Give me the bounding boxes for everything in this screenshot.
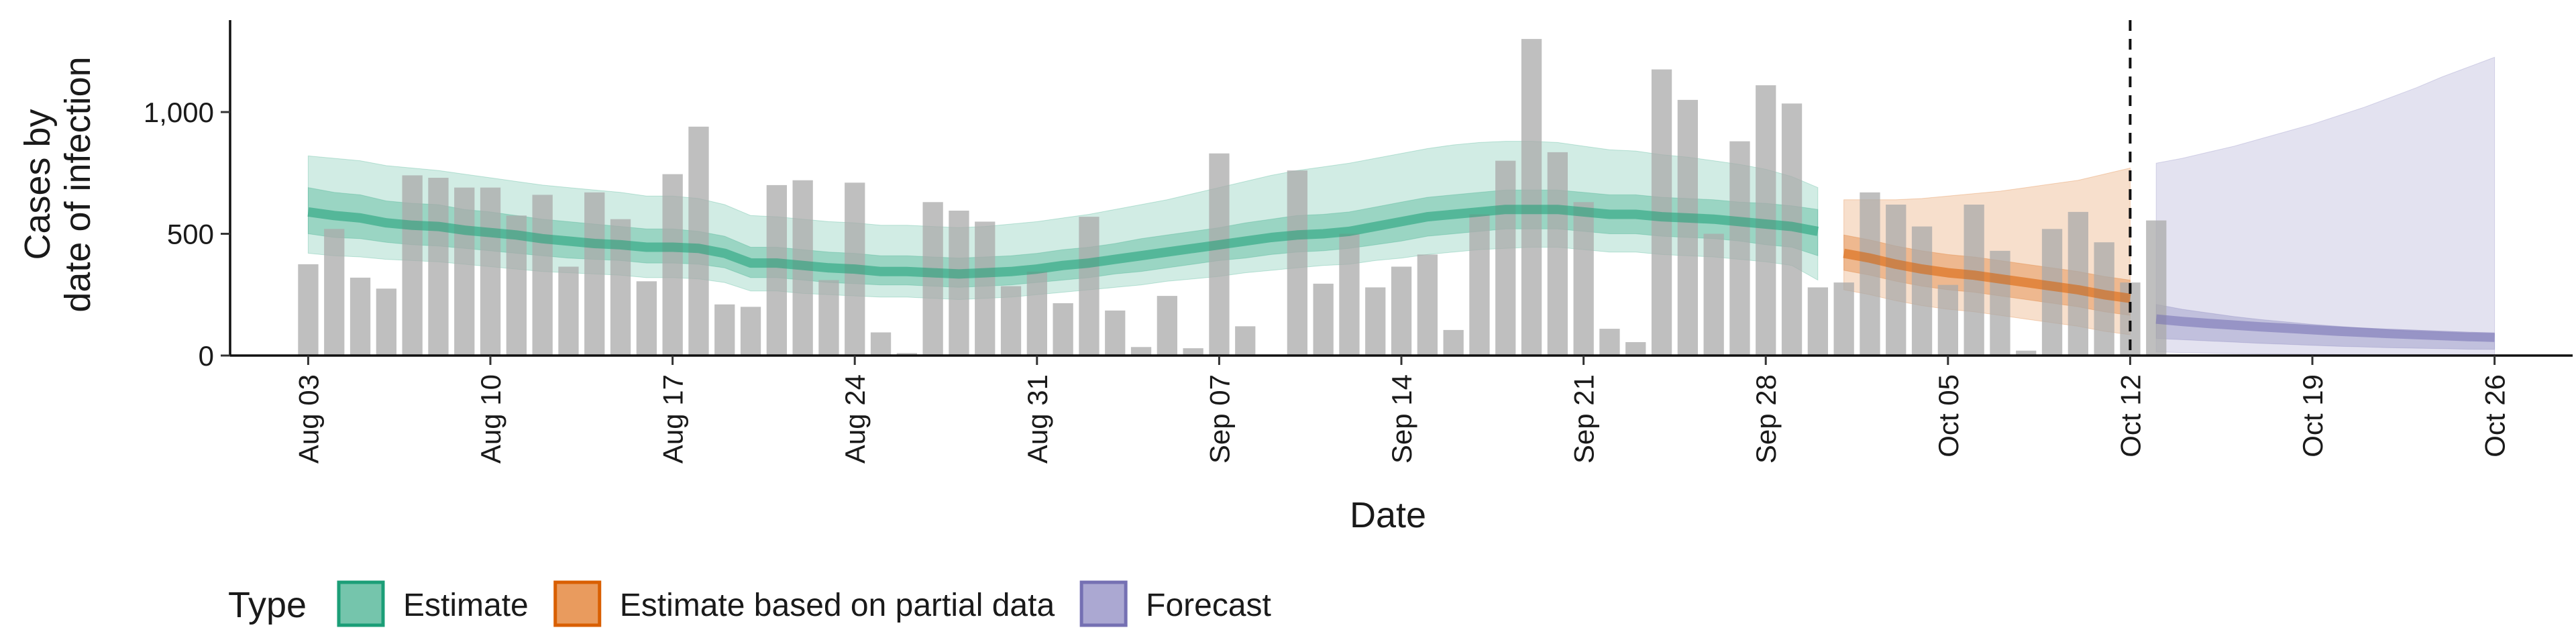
x-tick-label-2020-09-07: Sep 07 (1203, 374, 1235, 464)
bar-2020-09-17 (1469, 214, 1490, 356)
legend-label-0: Estimate (403, 588, 529, 623)
x-tick-label-2020-10-12: Oct 12 (2114, 374, 2146, 458)
bar-2020-10-08 (2016, 350, 2037, 356)
x-tick-label-2020-10-26: Oct 26 (2479, 374, 2511, 458)
bar-2020-09-26 (1703, 233, 1724, 356)
x-tick-label-2020-08-10: Aug 10 (475, 374, 506, 464)
y-tick-label-0: 0 (199, 340, 214, 372)
bar-2020-08-18 (688, 126, 709, 356)
bar-2020-10-10 (2068, 211, 2088, 356)
legend-label-1: Estimate based on partial data (620, 588, 1055, 623)
bar-2020-08-16 (636, 281, 657, 356)
legend: Type Estimate Estimate based on partial da… (228, 580, 1271, 627)
bar-2020-09-14 (1391, 266, 1412, 356)
bar-2020-08-13 (558, 266, 579, 356)
band-outer-2 (2155, 56, 2496, 356)
bar-2020-08-04 (324, 229, 345, 356)
bar-2020-08-31 (1026, 271, 1047, 356)
bar-2020-08-07 (402, 175, 423, 356)
bar-2020-10-09 (2041, 229, 2063, 356)
bar-layer (298, 39, 2167, 356)
bar-2020-09-18 (1495, 160, 1516, 356)
median-line-1 (1843, 248, 2131, 303)
y-tick-label-500: 500 (167, 219, 214, 250)
bar-2020-09-21 (1573, 202, 1594, 356)
bar-2020-08-29 (975, 221, 996, 356)
bar-2020-09-03 (1105, 310, 1126, 356)
median-line-2 (2155, 314, 2495, 342)
x-tick-label-2020-09-21: Sep 21 (1568, 374, 1600, 464)
legend-label-2: Forecast (1146, 588, 1271, 623)
bar-2020-08-14 (584, 192, 605, 356)
bar-2020-09-08 (1235, 326, 1256, 356)
x-tick-label-2020-09-14: Sep 14 (1386, 374, 1417, 464)
bar-2020-08-21 (766, 184, 787, 356)
bar-2020-08-08 (428, 178, 449, 356)
bar-2020-10-07 (1990, 250, 2010, 356)
bar-2020-09-30 (1807, 287, 1828, 356)
bar-2020-09-25 (1677, 99, 1698, 356)
bar-2020-09-19 (1521, 39, 1542, 356)
bar-2020-09-02 (1079, 217, 1099, 356)
bar-2020-08-10 (480, 187, 501, 356)
bar-2020-08-20 (740, 307, 761, 356)
bar-2020-08-06 (376, 288, 396, 356)
x-tick-label-2020-08-17: Aug 17 (657, 374, 689, 464)
bar-2020-08-26 (896, 353, 917, 356)
bar-2020-09-01 (1053, 303, 1073, 356)
x-tick-label-2020-09-28: Sep 28 (1750, 374, 1782, 464)
axes-layer: 0 500 1,000 Aug 03 Aug 10 Aug 17 Aug 24 Aug 31 S… (17, 20, 2573, 535)
bar-2020-09-13 (1365, 287, 1386, 356)
x-axis-title: Date (1350, 495, 1426, 535)
bar-2020-08-27 (922, 202, 943, 356)
bar-2020-08-17 (662, 174, 683, 356)
bar-2020-08-12 (532, 195, 553, 356)
legend-title: Type (228, 585, 307, 625)
bar-2020-08-05 (350, 277, 371, 356)
bar-2020-09-10 (1287, 170, 1307, 356)
legend-swatch-2 (1079, 580, 1128, 627)
bar-2020-09-06 (1183, 348, 1203, 356)
x-tick-label-2020-08-24: Aug 24 (839, 374, 871, 464)
bar-2020-10-02 (1860, 192, 1880, 356)
x-tick-label-2020-08-31: Aug 31 (1022, 374, 1053, 464)
bar-2020-09-05 (1157, 296, 1177, 356)
y-axis-title-line-0: Cases by (17, 109, 58, 260)
bar-2020-09-12 (1339, 233, 1360, 356)
bar-2020-09-04 (1130, 347, 1152, 356)
bar-2020-08-23 (818, 280, 839, 356)
bar-2020-09-23 (1625, 342, 1646, 356)
x-tick-label-2020-08-03: Aug 03 (292, 374, 324, 464)
bar-2020-08-28 (949, 211, 969, 356)
y-tick-label-1000: 1,000 (144, 97, 214, 128)
bar-2020-08-25 (870, 332, 892, 356)
bar-2020-10-05 (1937, 284, 1958, 356)
x-tick-label-2020-10-05: Oct 05 (1933, 374, 1964, 458)
legend-swatch-1 (553, 580, 602, 627)
bar-2020-09-07 (1209, 153, 1230, 356)
bar-2020-09-11 (1313, 283, 1334, 356)
median-line-layer (307, 205, 2495, 342)
bar-2020-08-30 (1000, 286, 1022, 356)
median-line-0 (307, 205, 1819, 279)
bar-2020-09-20 (1547, 152, 1568, 356)
bar-2020-08-03 (298, 264, 319, 356)
legend-swatch-0 (337, 580, 385, 627)
bar-2020-08-19 (714, 304, 735, 356)
bar-2020-10-03 (1886, 205, 1907, 356)
bar-2020-10-13 (2146, 220, 2167, 356)
bar-2020-09-22 (1599, 329, 1620, 356)
bar-2020-08-15 (610, 219, 631, 356)
bar-2020-09-15 (1417, 254, 1438, 356)
bar-2020-09-16 (1443, 329, 1464, 356)
bar-2020-10-04 (1911, 226, 1933, 356)
bar-2020-08-09 (454, 187, 475, 356)
x-tick-label-2020-10-19: Oct 19 (2297, 374, 2328, 458)
y-axis-title-line-1: date of infection (58, 56, 98, 312)
bar-2020-10-01 (1833, 282, 1854, 356)
bar-2020-09-27 (1729, 141, 1750, 356)
